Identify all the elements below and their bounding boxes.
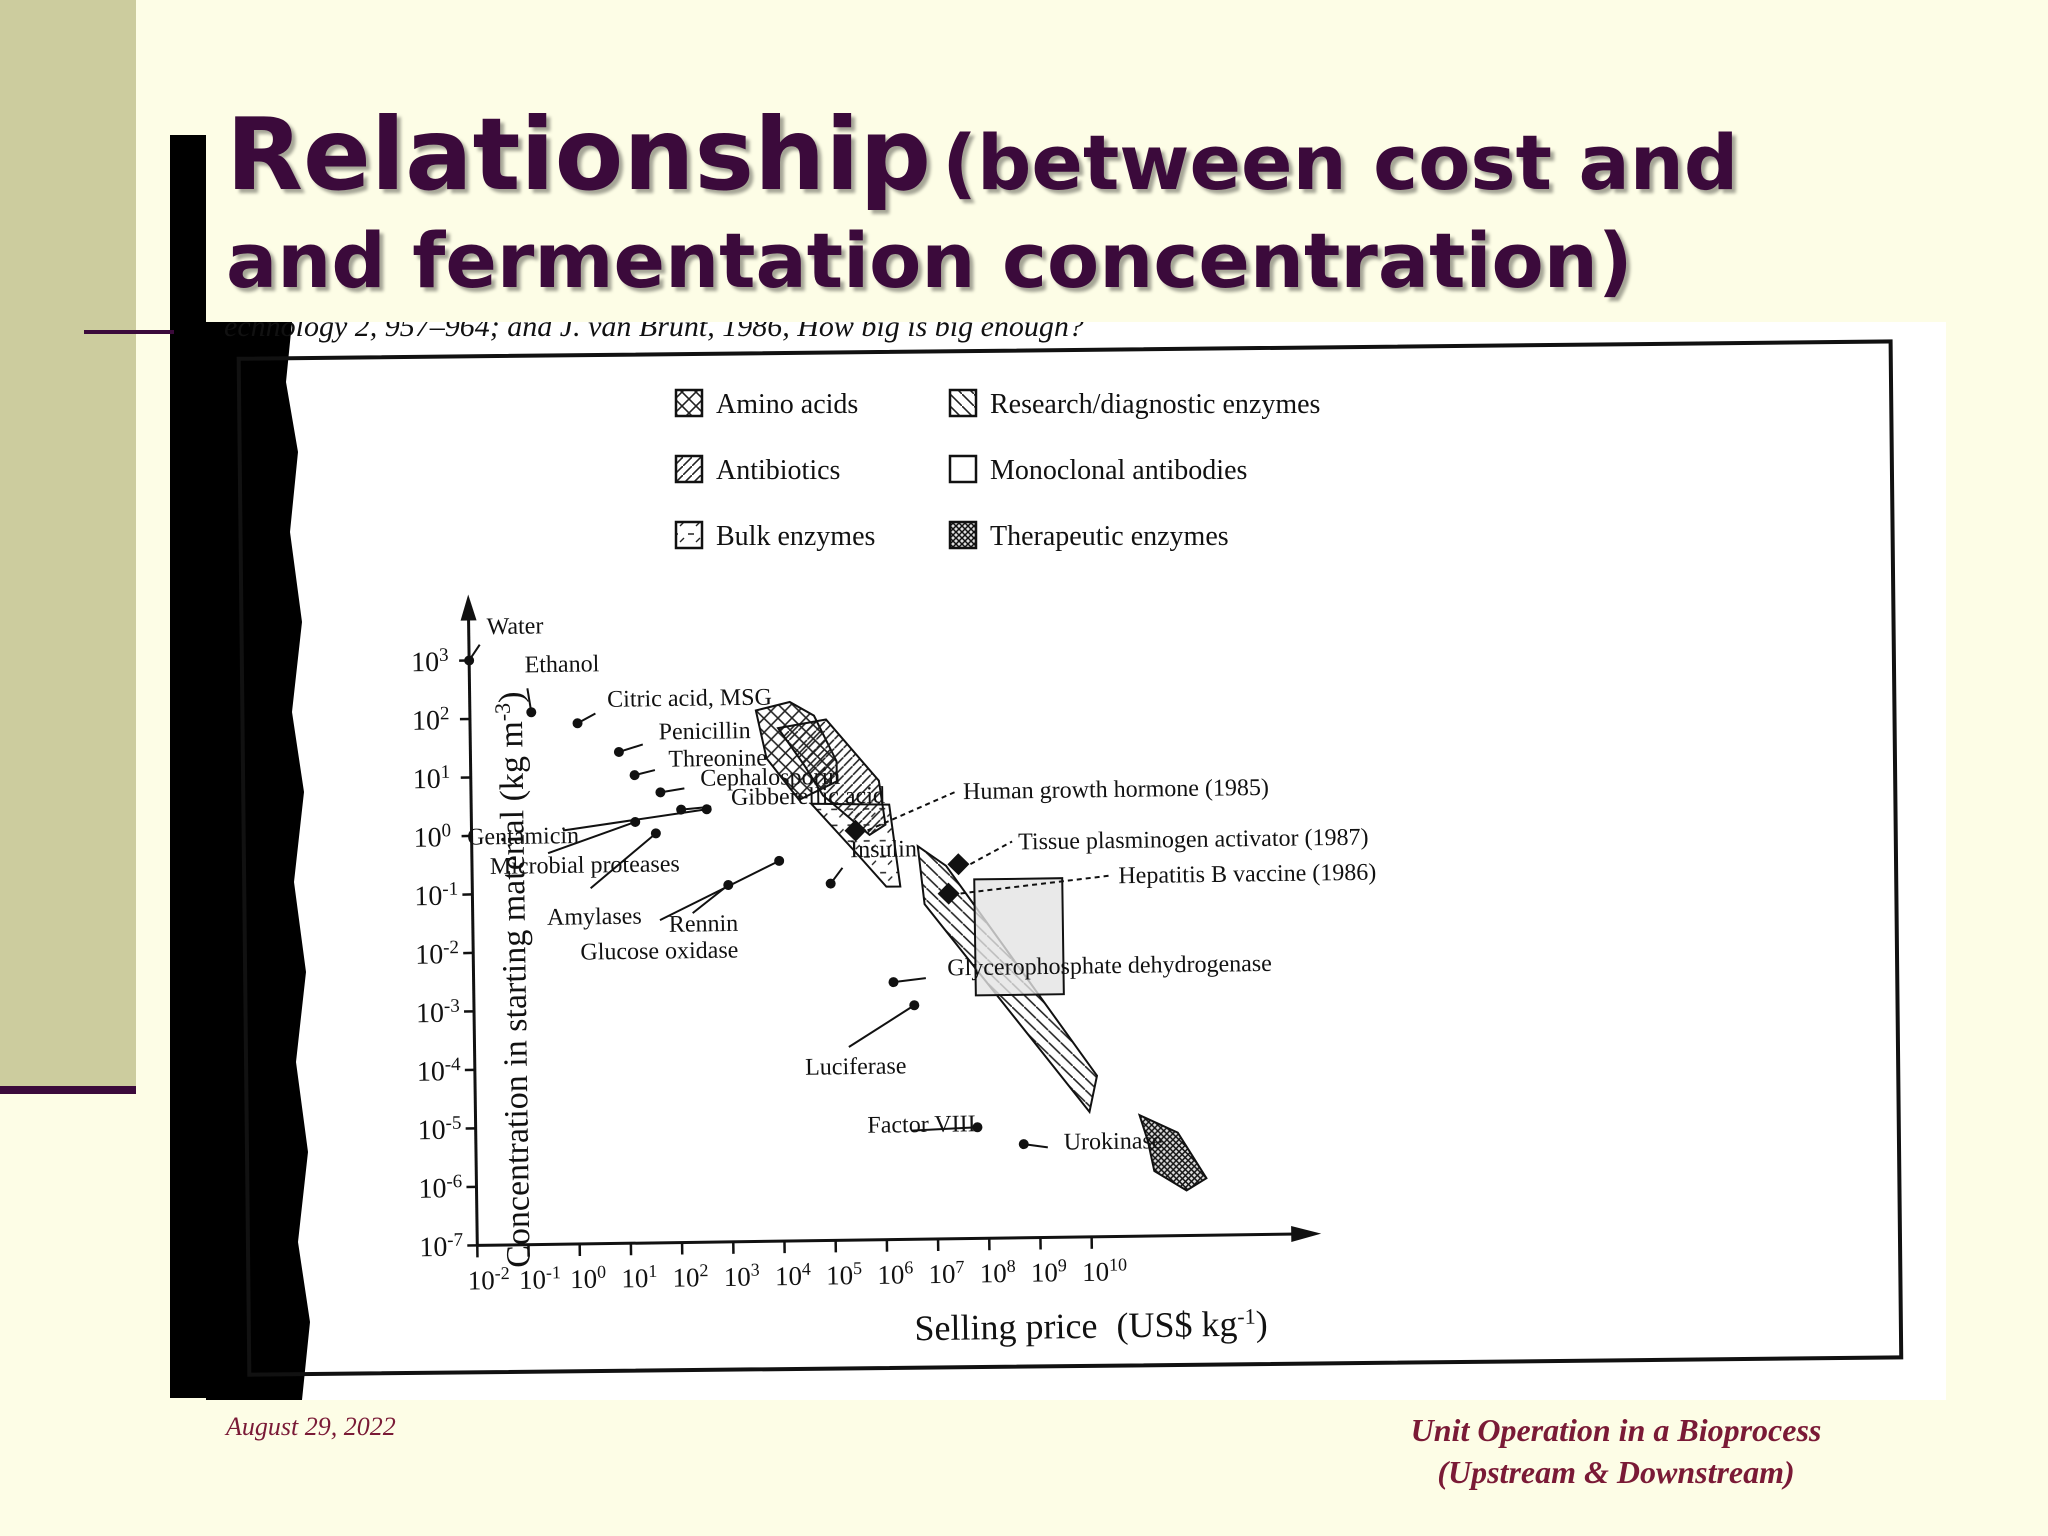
paper bbox=[206, 322, 1946, 1400]
hepatitis-b-vaccine-1986-marker bbox=[937, 882, 960, 905]
legend-swatch-monoclonal-antibodies bbox=[948, 454, 978, 484]
y-axis-label: Concentration in starting material (kg m bbox=[493, 721, 538, 1268]
title-main: Relationship bbox=[226, 96, 932, 213]
legend-swatch-research-diagnostic-enzymes bbox=[948, 388, 978, 418]
human-growth-hormone-1985-leader bbox=[867, 790, 958, 832]
water-leader bbox=[468, 644, 481, 662]
glycerophosphate-dehydrogenase-label: Glycerophosphate dehydrogenase bbox=[947, 951, 1272, 982]
cephalosporin-label: Cephalosporin bbox=[700, 764, 840, 792]
sidebar-rule bbox=[0, 1086, 136, 1094]
bulk-enzymes-region bbox=[808, 802, 902, 888]
amylases-label: Amylases bbox=[547, 904, 642, 931]
scanned-figure: echnology 2, 957–964; and J. van Brunt, … bbox=[206, 322, 1946, 1400]
chart-svg: echnology 2, 957–964; and J. van Brunt, … bbox=[206, 322, 1946, 1400]
decorative-sidebar bbox=[0, 0, 136, 1088]
legend-swatch-amino-acids bbox=[674, 388, 704, 418]
glucose-oxidase-label: Glucose oxidase bbox=[580, 937, 738, 965]
microbial-proteases-label: Microbial proteases bbox=[490, 851, 680, 880]
y-axis-title: Concentration in starting material (kg m… bbox=[489, 691, 538, 1268]
legend-label-therapeutic-enzymes: Therapeutic enzymes bbox=[990, 521, 1229, 552]
factor-viii-leader bbox=[911, 1126, 978, 1132]
penicillin-leader bbox=[618, 743, 644, 753]
tissue-plasminogen-activator-1987-marker bbox=[947, 853, 970, 876]
penicillin-label: Penicillin bbox=[658, 718, 750, 745]
slide-title: Relationship (between cost and and ferme… bbox=[226, 95, 1926, 306]
legend-swatch-bulk-enzymes bbox=[674, 520, 704, 550]
x-axis-units-exp: -1 bbox=[1237, 1303, 1256, 1328]
luciferase-leader bbox=[848, 1004, 915, 1048]
title-accent-bar bbox=[170, 135, 206, 1398]
figure-frame bbox=[236, 339, 1904, 1377]
x-axis-title: Selling price (US$ kg-1) bbox=[914, 1303, 1268, 1348]
insulin-label: Insulin bbox=[850, 836, 917, 863]
ethanol-label: Ethanol bbox=[524, 651, 599, 678]
factor-viii-point bbox=[972, 1122, 983, 1133]
factor-viii-label: Factor VIII bbox=[867, 1111, 976, 1139]
therapeutic-enzymes-region bbox=[1137, 1113, 1208, 1192]
x-tick-label: 109 bbox=[1031, 1255, 1067, 1287]
scan-shadow bbox=[206, 322, 310, 1400]
glucose-oxidase-leader bbox=[659, 859, 780, 922]
urokinase-leader bbox=[1023, 1143, 1048, 1149]
y-axis-line bbox=[466, 610, 479, 1246]
threonine-leader bbox=[634, 769, 656, 777]
footer-line-1: Unit Operation in a Bioprocess bbox=[1410, 1412, 1822, 1448]
y-tick-label: 10-7 bbox=[419, 1229, 463, 1263]
human-growth-hormone-1985-marker bbox=[844, 819, 867, 842]
cephalosporin-point bbox=[655, 787, 666, 798]
title-line-2: and fermentation concentration) bbox=[226, 216, 1633, 305]
y-axis-arrow bbox=[460, 594, 477, 621]
microbial-proteases-leader bbox=[547, 821, 636, 855]
slide-date: August 29, 2022 bbox=[226, 1412, 396, 1441]
slide-footer: Unit Operation in a Bioprocess (Upstream… bbox=[1306, 1410, 1926, 1493]
insulin-leader bbox=[829, 867, 844, 885]
gibberellic-acid-label: Gibberellic acid bbox=[731, 783, 885, 811]
urokinase-label: Urokinase bbox=[1064, 1128, 1163, 1155]
legend-label-amino-acids: Amino acids bbox=[716, 389, 858, 420]
monoclonal-antibodies-region bbox=[973, 877, 1065, 997]
legend-swatch-antibiotics bbox=[674, 454, 704, 484]
chart-legend: Amino acids Antibiotics Bulk enzymes Resear… bbox=[674, 388, 1320, 552]
citric-acid-msg-leader bbox=[577, 712, 596, 725]
title-accent-tick bbox=[84, 330, 174, 334]
x-axis-label: Selling price bbox=[914, 1306, 1097, 1349]
footer-line-2: (Upstream & Downstream) bbox=[1437, 1453, 1795, 1490]
citric-acid-msg-label: Citric acid, MSG bbox=[607, 685, 772, 713]
legend-swatch-therapeutic-enzymes bbox=[948, 520, 978, 550]
legend-label-research-diagnostic-enzymes: Research/diagnostic enzymes bbox=[990, 389, 1320, 420]
tissue-plasminogen-activator-1987-leader bbox=[969, 840, 1013, 865]
cephalosporin-leader bbox=[660, 787, 685, 794]
human-growth-hormone-1985-label: Human growth hormone (1985) bbox=[963, 775, 1269, 805]
tissue-plasminogen-activator-1987-label: Tissue plasminogen activator (1987) bbox=[1018, 825, 1369, 856]
water-label: Water bbox=[486, 613, 543, 640]
ethanol-leader bbox=[526, 688, 533, 713]
gentamicin-label: Gentamicin bbox=[467, 823, 579, 851]
amylases-leader bbox=[589, 832, 657, 890]
source-citation: echnology 2, 957–964; and J. van Brunt, … bbox=[224, 322, 1084, 343]
threonine-label: Threonine bbox=[668, 745, 767, 772]
legend-label-bulk-enzymes: Bulk enzymes bbox=[716, 521, 875, 552]
hepatitis-b-vaccine-1986-leader bbox=[960, 874, 1113, 895]
legend-label-antibiotics: Antibiotics bbox=[716, 455, 840, 486]
rennin-label: Rennin bbox=[669, 911, 739, 938]
luciferase-label: Luciferase bbox=[805, 1053, 907, 1080]
x-axis-units: (US$ kg bbox=[1116, 1304, 1238, 1346]
x-axis-arrow bbox=[1291, 1226, 1322, 1243]
legend-label-monoclonal-antibodies: Monoclonal antibodies bbox=[990, 455, 1247, 486]
glycerophosphate-dehydrogenase-leader bbox=[893, 977, 926, 984]
ethanol-point bbox=[526, 707, 537, 718]
hepatitis-b-vaccine-1986-label: Hepatitis B vaccine (1986) bbox=[1118, 860, 1376, 890]
y-axis-units-exp: -3 bbox=[489, 703, 514, 722]
title-parenthetical: (between cost and bbox=[942, 118, 1739, 207]
